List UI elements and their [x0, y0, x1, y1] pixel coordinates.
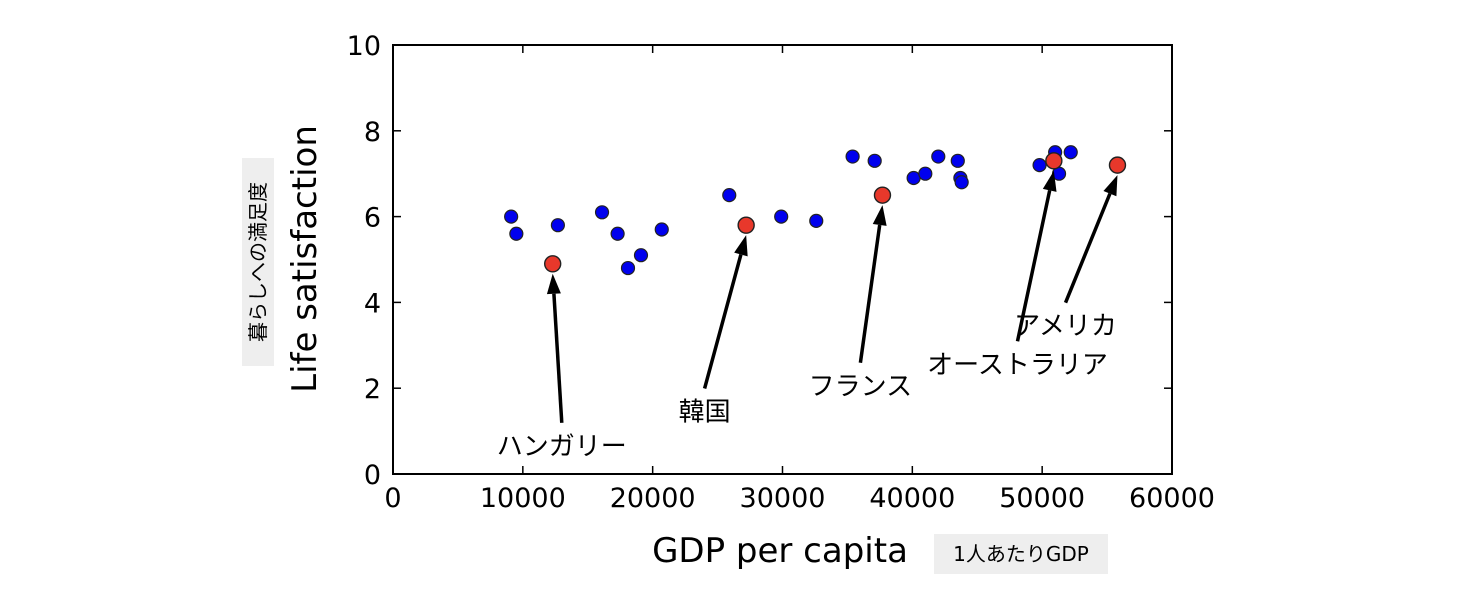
annotation-arrow-head — [546, 273, 561, 295]
annotation-arrow-shaft — [858, 224, 882, 363]
xlabel-note-background — [934, 534, 1108, 574]
ylabel-note-background — [242, 158, 274, 366]
data-point — [654, 222, 669, 237]
x-axis-title: GDP per capita — [652, 531, 908, 571]
x-tick-label: 50000 — [999, 483, 1085, 514]
data-point — [950, 153, 965, 168]
annotation-arrow-head — [1042, 170, 1057, 192]
x-tick-label: 30000 — [740, 483, 826, 514]
annotation-label: ハンガリー — [497, 432, 627, 462]
highlighted-data-point — [1045, 152, 1063, 170]
x-tick-label: 0 — [384, 483, 401, 514]
annotation-label: アメリカ — [1014, 312, 1117, 342]
plot-area — [392, 44, 1173, 475]
data-point — [809, 213, 824, 228]
highlighted-data-point — [1108, 156, 1127, 174]
annotation-label: オーストラリア — [927, 350, 1108, 380]
x-tick-label: 60000 — [1129, 483, 1215, 514]
y-tick-label: 10 — [347, 31, 381, 62]
data-point — [918, 166, 933, 181]
x-tick-label: 40000 — [869, 483, 955, 514]
data-point — [906, 170, 921, 186]
marks-layer — [504, 145, 1127, 276]
data-point — [550, 218, 565, 233]
highlighted-data-point — [543, 255, 562, 273]
data-point — [1063, 145, 1078, 160]
data-point — [722, 188, 737, 203]
highlighted-data-point — [873, 186, 892, 204]
x-axis-title-note: 1人あたりGDP — [953, 542, 1089, 566]
annotation-arrow-head — [1103, 175, 1118, 197]
annotation-arrow-shaft — [1015, 190, 1052, 342]
annotation-label: 韓国 — [679, 397, 731, 427]
annotation-arrow-shaft — [1063, 192, 1112, 304]
data-point — [845, 149, 860, 164]
data-point — [620, 260, 636, 276]
y-axis-title-note: 暮らしへの満足度 — [246, 182, 270, 342]
data-point — [594, 205, 610, 220]
y-tick-label: 8 — [364, 117, 381, 148]
y-tick-label: 0 — [364, 460, 381, 491]
data-point — [774, 209, 789, 224]
data-point — [931, 149, 946, 164]
x-tick-label: 10000 — [480, 483, 566, 514]
data-point — [1032, 158, 1047, 173]
plot-frame — [392, 44, 1173, 475]
x-tick-label: 20000 — [610, 483, 696, 514]
data-point — [509, 226, 524, 241]
y-tick-label: 4 — [364, 288, 381, 319]
annotation-arrow-head — [872, 205, 887, 226]
annotation-label: フランス — [809, 372, 912, 402]
annotation-arrow-shaft — [552, 293, 564, 423]
tick-layer: 0 10000 20000 30000 40000 50000 60000 0 2 4 6 8 10 — [347, 31, 1215, 514]
highlighted-data-point — [737, 216, 755, 234]
data-point — [954, 175, 969, 190]
y-tick-label: 6 — [364, 203, 381, 234]
y-axis-title: Life satisfaction — [285, 125, 325, 393]
data-point — [633, 248, 649, 263]
data-point — [504, 209, 519, 224]
data-point — [610, 226, 625, 241]
data-point — [867, 153, 882, 168]
y-tick-label: 2 — [364, 374, 381, 405]
annotation-arrow-head — [734, 235, 748, 257]
annotation-arrow-shaft — [702, 254, 743, 389]
